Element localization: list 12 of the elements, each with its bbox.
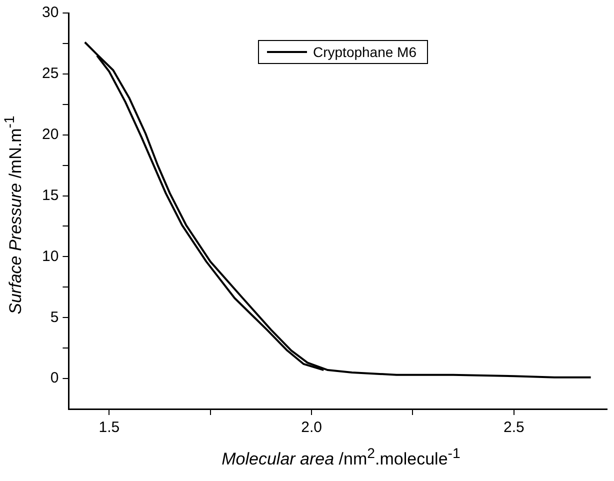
y-tick-label: 20 xyxy=(42,126,59,143)
y-tick-label: 10 xyxy=(42,248,59,265)
legend-label: Cryptophane M6 xyxy=(313,44,417,60)
y-tick-label: 0 xyxy=(50,370,59,387)
y-tick-label: 25 xyxy=(42,65,59,82)
x-tick-label: 2.5 xyxy=(503,419,524,436)
x-tick-label: 1.5 xyxy=(98,419,120,436)
x-axis-title: Molecular area /nm$^{2}$.molecule$^{-1}$ xyxy=(220,446,462,470)
y-tick-label: 5 xyxy=(50,308,59,326)
y-tick-label: 30 xyxy=(42,4,59,22)
y-tick-label: 15 xyxy=(42,186,59,204)
x-tick-label: 2.0 xyxy=(301,419,322,436)
